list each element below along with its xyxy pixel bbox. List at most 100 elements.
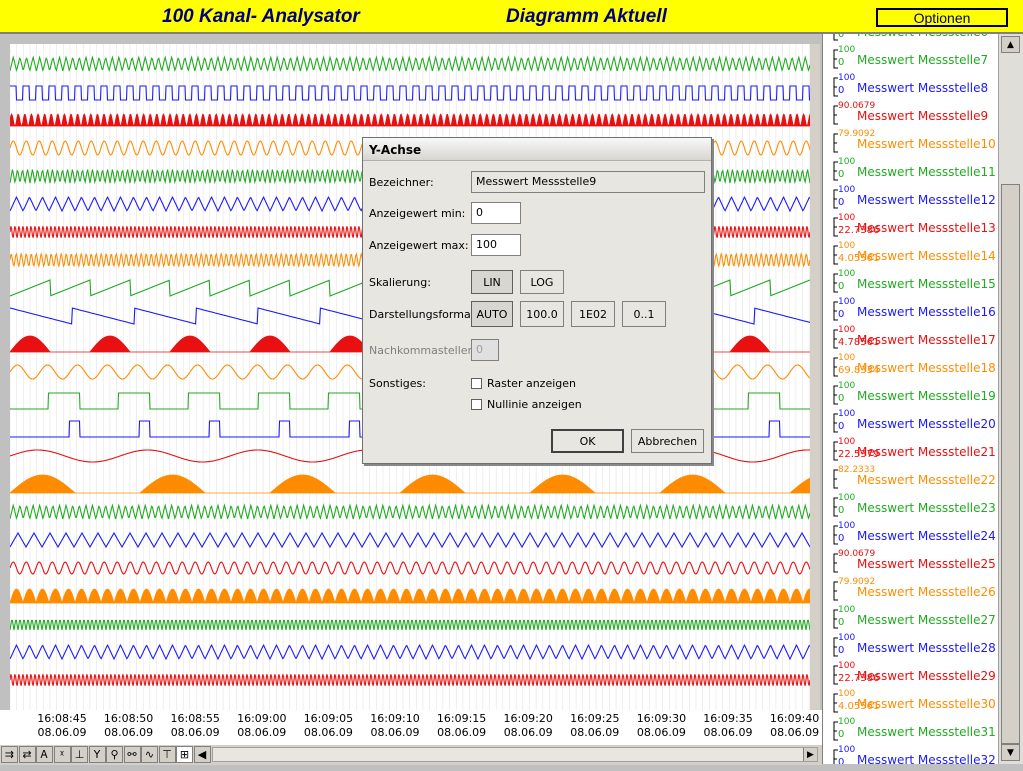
legend-scale-bottom: 0 xyxy=(838,309,845,320)
legend-item[interactable]: 90.0679 Messwert Messstelle25 xyxy=(823,549,999,577)
legend-scale-top: 100 xyxy=(838,45,856,55)
min-value-input[interactable]: 0 xyxy=(471,202,521,224)
legend-item[interactable]: 100 69.8334 Messwert Messstelle18 xyxy=(823,353,999,381)
legend-item[interactable]: 90.0679 Messwert Messstelle9 xyxy=(823,101,999,129)
legend-item[interactable]: 100 0 Messwert Messstelle8 xyxy=(823,73,999,101)
left-arrow-icon[interactable]: ◀ xyxy=(193,746,211,763)
dialog-title-bar[interactable]: Y-Achse xyxy=(363,138,711,161)
legend-item[interactable]: 100 0 Messwert Messstelle27 xyxy=(823,605,999,633)
scroll-right-arrow-icon[interactable]: ▶ xyxy=(803,748,817,761)
legend-item[interactable]: 100 4.05561 Messwert Messstelle14 xyxy=(823,241,999,269)
legend-item[interactable]: 100 22.7386 Messwert Messstelle29 xyxy=(823,661,999,689)
legend-item[interactable]: 0 Messwert Messstelle6 xyxy=(823,34,999,45)
legend-item[interactable]: 100 4.05561 Messwert Messstelle30 xyxy=(823,689,999,717)
scale-2-icon[interactable]: ᵡ xyxy=(53,746,71,763)
scale-bracket-icon xyxy=(833,329,838,349)
legend-item[interactable]: 79.9092 Messwert Messstelle26 xyxy=(823,577,999,605)
scale-bracket-icon xyxy=(833,161,838,181)
zero-line-checkbox-label[interactable]: Nullinie anzeigen xyxy=(487,398,582,411)
legend-channel-name: Messwert Messstelle28 xyxy=(857,641,996,655)
scroll-down-arrow-icon[interactable]: ▼ xyxy=(1001,744,1020,761)
pan-icon[interactable]: ⇉ xyxy=(1,746,18,763)
cursor-icon[interactable]: ⊤ xyxy=(158,746,176,763)
zero-line-checkbox[interactable] xyxy=(471,399,482,410)
format-decimal-button[interactable]: 100.0 xyxy=(520,301,564,327)
scale-b-icon[interactable]: ⊥ xyxy=(71,746,88,763)
max-value-input[interactable]: 100 xyxy=(471,234,521,256)
time-tick: 16:09:10 08.06.09 xyxy=(360,712,430,740)
format-exponent-button[interactable]: 1E02 xyxy=(571,301,615,327)
ok-button[interactable]: OK xyxy=(551,429,624,453)
scale-bracket-icon xyxy=(833,245,838,265)
time-tick-date: 08.06.09 xyxy=(370,726,420,739)
scrollbar-thumb[interactable] xyxy=(1001,184,1020,744)
legend-item[interactable]: 100 0 Messwert Messstelle23 xyxy=(823,493,999,521)
grid-checkbox-label[interactable]: Raster anzeigen xyxy=(487,377,577,390)
horizontal-scrollbar[interactable]: ▶ xyxy=(212,747,818,762)
legend-item[interactable]: 100 0 Messwert Messstelle32 xyxy=(823,745,999,764)
cancel-button[interactable]: Abbrechen xyxy=(631,429,704,453)
curve-icon[interactable]: ∿ xyxy=(141,746,158,763)
time-tick: 16:09:25 08.06.09 xyxy=(560,712,630,740)
scale-bracket-icon xyxy=(833,581,838,601)
zoom-out-icon[interactable]: ⚯ xyxy=(123,746,141,763)
chart-canvas[interactable] xyxy=(10,44,810,710)
legend-scale-top: 100 xyxy=(838,661,856,671)
legend-item[interactable]: 79.9092 Messwert Messstelle10 xyxy=(823,129,999,157)
legend-scale-bottom: 0 xyxy=(838,57,845,68)
legend-scale-bottom: 22.7386 xyxy=(838,673,880,684)
legend-channel-name: Messwert Messstelle6 xyxy=(857,34,988,39)
legend-scale-top: 100 xyxy=(838,185,856,195)
time-tick-time: 16:09:00 xyxy=(237,712,287,725)
legend-scale-top: 100 xyxy=(838,241,856,251)
legend-item[interactable]: 100 0 Messwert Messstelle15 xyxy=(823,269,999,297)
time-tick-time: 16:09:05 xyxy=(303,712,354,725)
legend-item[interactable]: 100 4.78561 Messwert Messstelle17 xyxy=(823,325,999,353)
legend-item[interactable]: 100 0 Messwert Messstelle24 xyxy=(823,521,999,549)
time-tick-date: 08.06.09 xyxy=(104,726,154,739)
legend-item[interactable]: 100 0 Messwert Messstelle7 xyxy=(823,45,999,73)
legend-channel-name: Messwert Messstelle19 xyxy=(857,389,996,403)
legend-item[interactable]: 100 22.7386 Messwert Messstelle13 xyxy=(823,213,999,241)
legend-scale-bottom: 0 xyxy=(838,729,845,740)
legend-item[interactable]: 100 0 Messwert Messstelle16 xyxy=(823,297,999,325)
legend-item[interactable]: 100 0 Messwert Messstelle31 xyxy=(823,717,999,745)
grid-checkbox[interactable] xyxy=(471,378,482,389)
legend-scale-bottom: 4.05561 xyxy=(838,253,880,264)
scale-bracket-icon xyxy=(833,133,838,153)
legend-item[interactable]: 82.2333 Messwert Messstelle22 xyxy=(823,465,999,493)
legend-channel-name: Messwert Messstelle21 xyxy=(857,445,996,459)
grid-icon[interactable]: ⊞ xyxy=(176,746,193,763)
legend-item[interactable]: 100 22.5379 Messwert Messstelle21 xyxy=(823,437,999,465)
legend-item[interactable]: 100 0 Messwert Messstelle19 xyxy=(823,381,999,409)
legend-item[interactable]: 100 0 Messwert Messstelle20 xyxy=(823,409,999,437)
lin-button[interactable]: LIN xyxy=(471,270,513,294)
scale-bracket-icon xyxy=(833,189,838,209)
legend-channel-name: Messwert Messstelle9 xyxy=(857,109,989,123)
legend-channel-name: Messwert Messstelle22 xyxy=(857,473,996,487)
legend-scale-bottom: 0 xyxy=(838,505,845,516)
scale-a-icon[interactable]: Ꭺ xyxy=(36,746,53,763)
time-tick: 16:09:35 08.06.09 xyxy=(693,712,763,740)
legend-scale-bottom: 0 xyxy=(838,393,845,404)
legend-item[interactable]: 100 0 Messwert Messstelle11 xyxy=(823,157,999,185)
log-button[interactable]: LOG xyxy=(520,270,564,294)
legend-item[interactable]: 100 0 Messwert Messstelle12 xyxy=(823,185,999,213)
scale-bracket-icon xyxy=(833,385,838,405)
scroll-up-arrow-icon[interactable]: ▲ xyxy=(1001,36,1020,53)
legend-scrollbar[interactable]: ▲ ▼ xyxy=(998,34,1023,764)
format-normalized-button[interactable]: 0..1 xyxy=(622,301,666,327)
zoom-x-icon[interactable]: ⇄ xyxy=(18,746,36,763)
legend-item[interactable]: 100 0 Messwert Messstelle28 xyxy=(823,633,999,661)
legend-channel-name: Messwert Messstelle13 xyxy=(857,221,996,235)
decimals-input: 0 xyxy=(471,339,499,361)
scale-bracket-icon xyxy=(833,413,838,433)
zoom-icon[interactable]: ⚲ xyxy=(106,746,123,763)
channel-trace xyxy=(10,561,810,575)
time-tick-time: 16:09:35 xyxy=(703,712,753,725)
scale-y-icon[interactable]: Y xyxy=(88,746,106,763)
time-tick-time: 16:09:25 xyxy=(570,712,620,725)
format-auto-button[interactable]: AUTO xyxy=(471,301,513,327)
legend-scale-bottom: 0 xyxy=(838,421,845,432)
options-button[interactable]: Optionen xyxy=(876,8,1008,27)
